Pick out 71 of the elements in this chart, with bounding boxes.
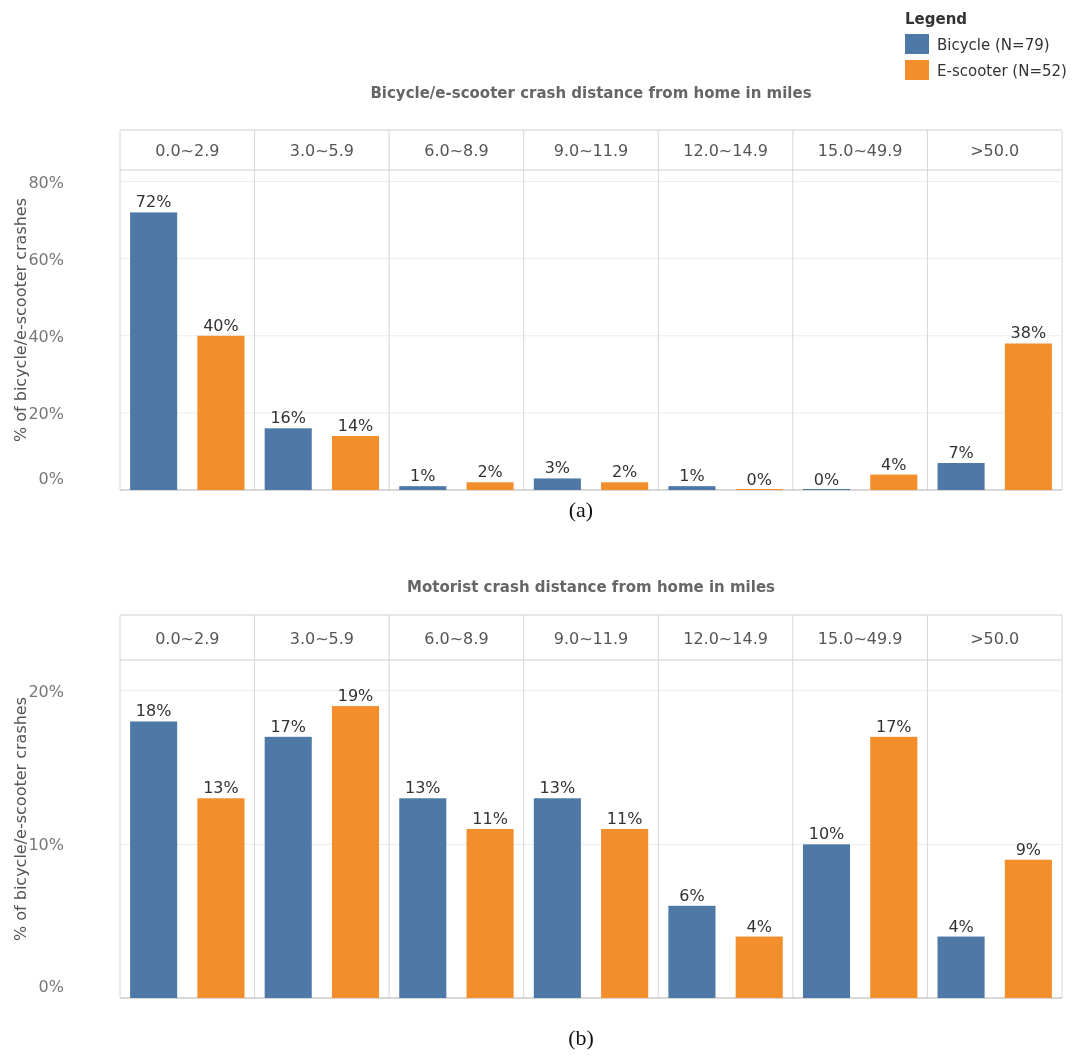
y-tick-label: 0% (38, 977, 64, 996)
data-label: 40% (203, 315, 239, 335)
bar (264, 428, 312, 490)
data-label: 14% (337, 416, 374, 436)
bar (937, 463, 985, 490)
data-label: 2% (611, 462, 638, 482)
legend-title: Legend (905, 10, 968, 28)
y-tick-label: 20% (28, 681, 64, 701)
chart-title: Motorist crash distance from home in miles (406, 578, 776, 596)
text: (b) (568, 1025, 594, 1050)
x-tick-label: >50.0 (970, 141, 1020, 160)
x-tick-label: 9.0~11.9 (553, 628, 629, 648)
data-label: 4% (948, 916, 974, 936)
data-label: 38% (1010, 323, 1047, 343)
data-label: 72% (135, 192, 172, 212)
data-label: 13% (539, 778, 576, 798)
data-label: 0% (813, 470, 840, 489)
data-label: 4% (881, 454, 907, 474)
y-tick-label: 20% (28, 403, 64, 423)
bar (870, 474, 918, 490)
y-axis-title: % of bicycle/e-scooter crashes (11, 696, 30, 942)
x-tick-label: 15.0~49.9 (817, 141, 903, 160)
x-tick-label: >50.0 (970, 628, 1020, 648)
x-tick-label: 3.0~5.9 (289, 141, 355, 160)
x-tick-label: 0.0~2.9 (155, 141, 220, 160)
y-tick-label: 0% (38, 469, 64, 488)
data-label: 10% (808, 824, 845, 844)
data-label: 7% (948, 443, 974, 463)
y-tick-label: 10% (28, 835, 64, 855)
bar (668, 486, 716, 490)
x-tick-label: 15.0~49.9 (817, 628, 903, 648)
data-label: 13% (405, 778, 441, 798)
legend-label: Bicycle (N=79) (937, 36, 1050, 54)
data-label: 18% (135, 701, 172, 721)
x-tick-label: 12.0~14.9 (683, 141, 768, 160)
y-axis-title: % of bicycle/e-scooter crashes (11, 197, 30, 443)
bar (533, 478, 581, 490)
data-label: 17% (876, 716, 912, 736)
data-label: 17% (270, 716, 306, 736)
bar (130, 212, 178, 490)
data-label: 1% (410, 466, 436, 486)
data-label: 0% (746, 470, 772, 489)
data-label: 6% (679, 885, 705, 905)
x-tick-label: 12.0~14.9 (683, 628, 768, 648)
data-label: 4% (746, 916, 772, 936)
x-tick-label: 9.0~11.9 (553, 141, 629, 160)
bar (197, 335, 245, 490)
bar (601, 482, 649, 490)
y-tick-label: 60% (28, 249, 64, 269)
data-label: 13% (203, 778, 239, 798)
x-tick-label: 6.0~8.9 (424, 141, 489, 160)
data-label: 11% (606, 809, 643, 828)
x-tick-label: 6.0~8.9 (424, 628, 489, 648)
text: (a) (568, 497, 594, 522)
data-label: 1% (679, 466, 705, 486)
data-label: 2% (477, 462, 503, 482)
chart-title: Bicycle/e-scooter crash distance from home in miles (370, 84, 812, 102)
x-tick-label: 3.0~5.9 (289, 628, 355, 648)
data-label: 16% (270, 408, 306, 428)
y-tick-label: 40% (28, 326, 64, 346)
data-label: 19% (337, 686, 374, 706)
x-tick-label: 0.0~2.9 (155, 628, 220, 648)
legend-label: E-scooter (N=52) (937, 62, 1067, 80)
bar (466, 482, 514, 490)
bar (1004, 343, 1052, 490)
bar (399, 486, 447, 490)
data-label: 9% (1015, 839, 1042, 859)
bar (331, 436, 380, 490)
data-label: 11% (472, 809, 508, 828)
y-tick-label: 80% (28, 172, 64, 192)
data-label: 3% (544, 458, 571, 478)
